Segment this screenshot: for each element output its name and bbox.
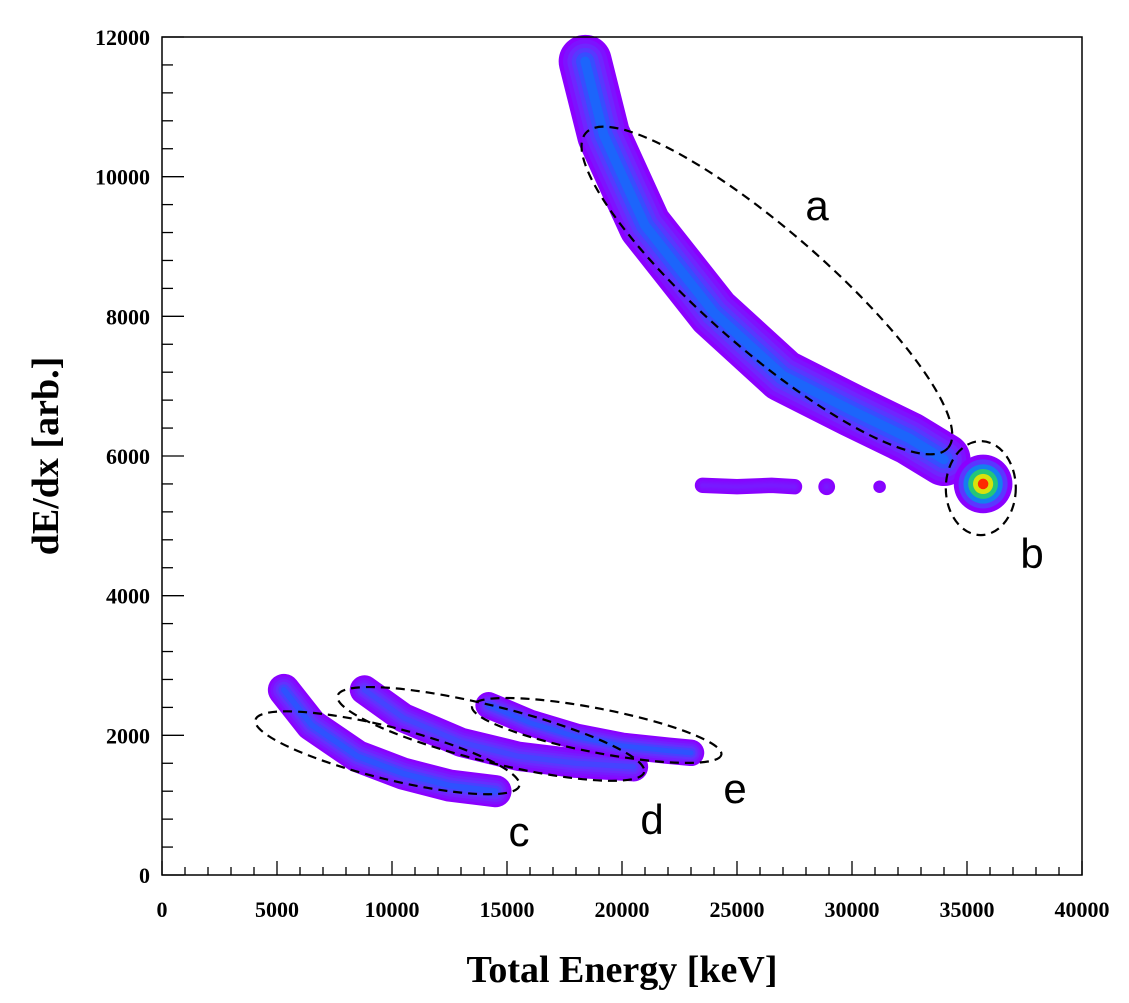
region-b-ellipse [944, 440, 1017, 537]
heatmap-band [267, 673, 512, 808]
heatmap-cell [486, 702, 694, 756]
y-tick-label: 10000 [95, 165, 150, 190]
heatmap-band [349, 675, 649, 782]
region-c-ellipse [254, 710, 521, 796]
heatmap-cell [281, 687, 499, 795]
region-c-label: c [509, 808, 530, 855]
heatmap-band [558, 34, 971, 487]
y-tick-label: 4000 [106, 584, 150, 609]
region-b-label: b [1020, 530, 1043, 577]
y-tick-label: 2000 [106, 723, 150, 748]
heatmap-cell [878, 485, 882, 489]
y-axis: 0 2000 4000 6000 8000 10000 12000 [95, 25, 184, 888]
region-a-label: a [805, 182, 829, 229]
x-tick-label: 30000 [825, 897, 880, 922]
y-tick-label: 8000 [106, 304, 150, 329]
heatmap-cell [361, 687, 637, 770]
region-e-ellipse [470, 696, 723, 765]
heatmap [267, 34, 1013, 808]
x-tick-label: 10000 [365, 897, 420, 922]
region-d-ellipse [336, 685, 646, 782]
x-tick-label: 20000 [595, 897, 650, 922]
heatmap-band [818, 478, 836, 496]
x-axis-title: Total Energy [keV] [466, 949, 777, 991]
x-tick-label: 15000 [480, 897, 535, 922]
heatmap-band [953, 454, 1013, 514]
region-ellipses: a b c d e [254, 125, 1044, 855]
y-tick-label: 0 [139, 863, 150, 888]
heatmap-band [873, 480, 886, 494]
region-a-ellipse [580, 125, 954, 456]
x-tick-label: 35000 [940, 897, 995, 922]
heatmap-cell [558, 34, 971, 487]
region-e-label: e [723, 765, 746, 812]
heatmap-cell [825, 485, 829, 489]
x-tick-label: 5000 [255, 897, 299, 922]
heatmap-cell [701, 483, 796, 489]
x-axis: 0 5000 10000 15000 20000 25000 30000 35000 40000 [157, 861, 1110, 922]
x-tick-label: 25000 [710, 897, 765, 922]
heatmap-cell [977, 478, 989, 490]
x-tick-label: 0 [157, 897, 168, 922]
x-tick-label: 40000 [1055, 897, 1110, 922]
heatmap-band [694, 477, 803, 495]
region-d-label: d [640, 796, 663, 843]
y-axis-title: dE/dx [arb.] [25, 357, 67, 555]
heatmap-cell [580, 56, 949, 465]
y-tick-label: 12000 [95, 25, 150, 50]
y-tick-label: 6000 [106, 444, 150, 469]
heatmap-band [475, 692, 705, 767]
